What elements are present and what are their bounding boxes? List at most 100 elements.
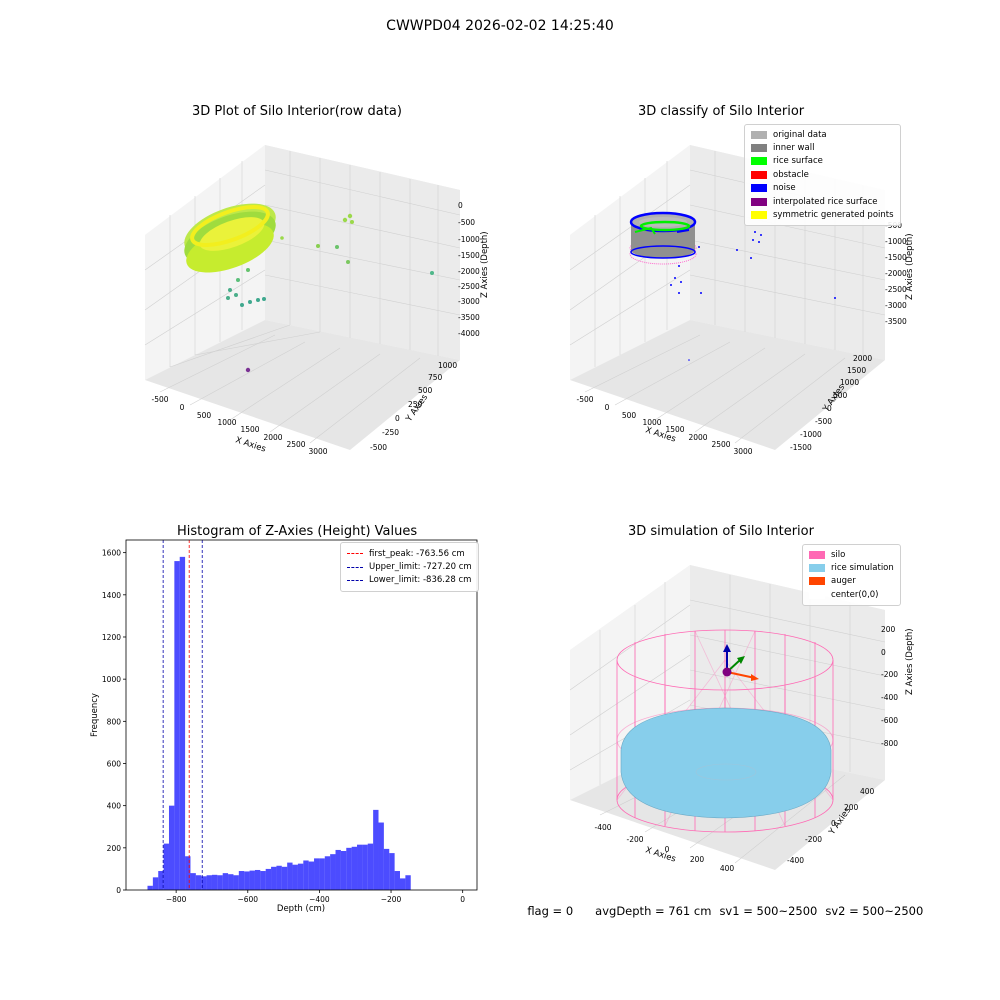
histogram-vlines — [162, 540, 203, 890]
sim-ztick: -600 — [881, 716, 898, 725]
legend-item: Lower_limit: -836.28 cm — [347, 574, 472, 587]
histogram-ytick-label: 1600 — [102, 549, 121, 558]
histogram-bar — [190, 873, 196, 890]
histogram-bar — [319, 858, 325, 890]
simulation-3d-plot[interactable]: -400 -200 0 200 400 X Axies -400 -200 0 … — [555, 560, 925, 880]
histogram-bar — [201, 876, 207, 890]
histogram-bar — [405, 875, 411, 890]
histogram-bar — [185, 856, 191, 890]
histogram-bar — [324, 856, 331, 890]
legend-item: interpolated rice surface — [751, 195, 894, 208]
histogram-bar — [217, 875, 223, 890]
legend-label: Upper_limit: -727.20 cm — [369, 562, 472, 573]
classify-xtick: 500 — [622, 411, 637, 420]
raw-ztick: -2500 — [458, 282, 480, 291]
histogram-ytick-label: 1200 — [102, 633, 121, 642]
histogram-bar — [249, 870, 255, 890]
histogram-bar — [158, 871, 164, 890]
histogram-bar — [357, 844, 363, 890]
histogram-bar — [254, 869, 261, 890]
histogram-bar — [362, 844, 368, 890]
raw-ytick: 750 — [428, 373, 443, 382]
histogram-bar — [399, 878, 406, 890]
classify-ytick: -1000 — [800, 430, 822, 439]
classify-xtick: 2500 — [711, 440, 730, 449]
histogram-bar — [238, 871, 245, 890]
histogram-bar — [163, 843, 169, 890]
classify-ytick: 500 — [833, 391, 848, 400]
legend-item: rice simulation — [809, 561, 894, 574]
histogram-xticks: −800 −600 −400 −200 0 — [166, 890, 465, 904]
classify-ytick: -500 — [815, 417, 832, 426]
sim-ztick: 200 — [881, 625, 896, 634]
histogram-bar — [389, 853, 395, 890]
sim-xtick: -200 — [626, 835, 643, 844]
legend-swatch — [751, 157, 767, 166]
classify-ztick: -2000 — [885, 269, 907, 278]
legend-label: obstacle — [773, 169, 809, 180]
raw-ztick: -2000 — [458, 267, 480, 276]
sim-ztick: -800 — [881, 739, 898, 748]
legend-item: noise — [751, 182, 894, 195]
histogram-bar — [276, 865, 282, 890]
histogram-bar — [314, 858, 320, 890]
simulation-legend: silo rice simulation auger center(0,0) — [802, 544, 901, 606]
sv2-value: sv2 = 500~2500 — [825, 904, 924, 918]
histogram-bar — [383, 848, 390, 890]
classify-xtick: 3000 — [733, 447, 752, 456]
flag-value: flag = 0 — [527, 904, 574, 918]
histogram-bar — [265, 868, 272, 890]
legend-item: auger — [809, 575, 894, 588]
raw-ztick: -1500 — [458, 251, 480, 260]
histogram-bar — [373, 809, 379, 890]
raw-ztick: -4000 — [458, 329, 480, 338]
legend-line — [347, 553, 363, 555]
legend-label: symmetric generated points — [773, 210, 894, 221]
classify-zlabel: Z Axies (Depth) — [905, 233, 915, 300]
classify-ytick: -1500 — [790, 443, 812, 452]
legend-label: center(0,0) — [831, 589, 879, 600]
histogram-bar — [222, 873, 229, 890]
classify-xtick: 1000 — [642, 418, 661, 427]
raw-ytick: -500 — [370, 443, 387, 452]
legend-line — [347, 566, 363, 568]
histogram-bar — [168, 805, 175, 890]
histogram-bar — [303, 860, 309, 890]
histogram-bar — [260, 871, 266, 890]
classify-legend: original data inner wall rice surface ob… — [744, 124, 901, 226]
sim-xtick: 400 — [720, 864, 735, 873]
raw-plot-title: 3D Plot of Silo Interior(row data) — [192, 104, 402, 119]
histogram-bar — [292, 864, 298, 890]
histogram-yticks: 0 200 400 600 800 1000 1200 1400 1600 — [102, 549, 126, 895]
classify-ytick: 1000 — [840, 378, 859, 387]
histogram-frame — [125, 539, 478, 891]
classify-ztick: -2500 — [885, 285, 907, 294]
histogram-bar — [394, 871, 400, 890]
histogram-ytick-label: 1400 — [102, 591, 121, 600]
histogram-bar — [378, 822, 384, 890]
sim-ztick: -400 — [881, 693, 898, 702]
raw-xtick: 1500 — [240, 425, 259, 434]
legend-label: rice simulation — [831, 563, 894, 574]
legend-item: original data — [751, 128, 894, 141]
sim-ztick: 0 — [881, 648, 886, 657]
classify-xtick: 1500 — [665, 425, 684, 434]
histogram-bar — [271, 866, 277, 890]
legend-item: rice surface — [751, 155, 894, 168]
histogram-bar — [340, 850, 347, 890]
histogram-chart[interactable]: −800 −600 −400 −200 0 0 200 400 600 800 1000 1200 1… — [80, 535, 490, 925]
classify-plot-title: 3D classify of Silo Interior — [638, 104, 805, 119]
raw-point-cloud — [184, 203, 276, 273]
classify-xtick: -500 — [576, 395, 593, 404]
histogram-bar — [244, 871, 250, 890]
histogram-bar — [206, 875, 212, 890]
histogram-ytick-label: 0 — [116, 886, 121, 895]
auger-arrows — [722, 644, 759, 681]
rice-simulation-surface — [620, 707, 832, 819]
raw-3d-plot[interactable]: -500 0 500 1000 1500 2000 2500 3000 X Ax… — [130, 130, 500, 460]
legend-swatch — [809, 577, 825, 586]
raw-xtick: 2500 — [286, 440, 305, 449]
classify-ytick: 1500 — [847, 366, 866, 375]
classify-ztick: -3000 — [885, 301, 907, 310]
histogram-ytick-label: 1000 — [102, 675, 121, 684]
